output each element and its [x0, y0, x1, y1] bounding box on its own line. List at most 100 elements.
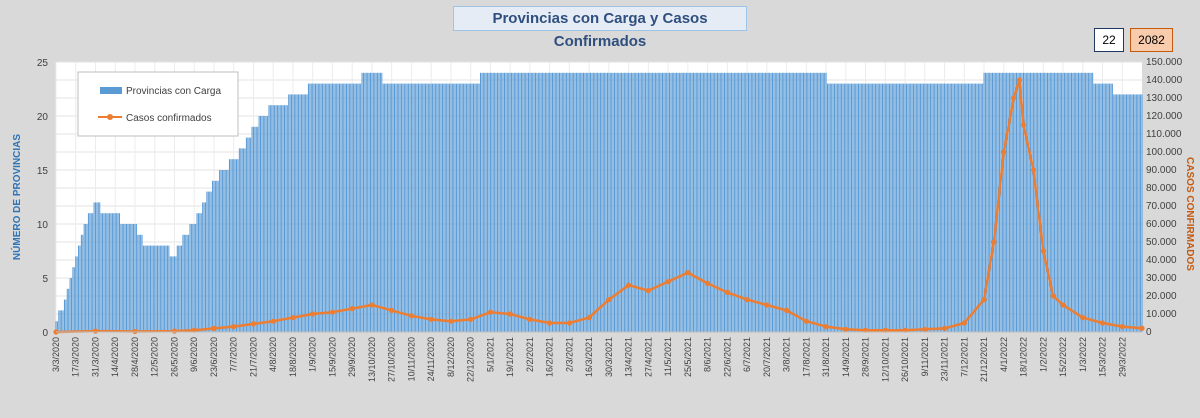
bar: [543, 72, 545, 333]
bar: [92, 213, 94, 332]
bar: [368, 72, 370, 333]
x-tick-label: 17/8/2021: [801, 337, 811, 377]
bar: [503, 72, 506, 333]
bar: [231, 159, 233, 332]
bar: [1052, 72, 1054, 333]
bar: [719, 72, 721, 333]
bar: [643, 72, 645, 333]
bar: [924, 83, 926, 332]
bar: [133, 224, 135, 332]
bar: [664, 72, 666, 333]
bar: [135, 224, 137, 332]
bar: [918, 83, 920, 332]
bar: [1080, 72, 1082, 333]
bar: [674, 72, 676, 333]
bar: [186, 234, 188, 332]
x-tick-label: 9/11/2021: [920, 337, 930, 376]
bar: [265, 116, 267, 332]
casos-point: [586, 315, 592, 321]
bar: [790, 72, 792, 333]
bar: [613, 72, 616, 333]
bar: [1092, 72, 1094, 333]
bar: [739, 72, 741, 333]
bar: [189, 224, 191, 332]
casos-point: [566, 320, 572, 326]
bar: [492, 72, 494, 333]
bar: [883, 83, 885, 332]
bar: [417, 83, 419, 332]
bar: [904, 83, 906, 332]
bar: [640, 72, 642, 333]
bar: [415, 83, 417, 332]
bar: [399, 83, 401, 332]
bar: [333, 83, 335, 332]
x-tick-label: 31/8/2021: [821, 337, 831, 377]
bar: [656, 72, 658, 333]
bar: [268, 105, 270, 332]
bar: [147, 245, 149, 332]
bar: [223, 170, 225, 332]
casos-point: [1020, 122, 1027, 128]
bar: [1075, 72, 1077, 333]
bar: [465, 83, 467, 332]
bar: [588, 72, 590, 333]
casos-point: [922, 326, 928, 332]
x-tick-label: 8/12/2020: [446, 337, 456, 377]
bar: [829, 83, 831, 332]
x-tick-label: 19/1/2021: [505, 337, 515, 377]
bar: [554, 72, 556, 333]
x-tick-label: 12/5/2020: [150, 337, 160, 377]
bar: [880, 83, 882, 332]
y2-tick-label: 90.000: [1146, 165, 1177, 176]
bar: [433, 83, 435, 332]
bar: [392, 83, 394, 332]
bar: [987, 72, 989, 333]
bar: [1072, 72, 1074, 333]
bar: [274, 105, 276, 332]
bar: [540, 72, 542, 333]
bar: [637, 72, 640, 333]
bar: [835, 83, 837, 332]
bar: [729, 72, 731, 333]
bar: [873, 83, 875, 332]
bar: [447, 83, 449, 332]
casos-point: [428, 316, 434, 322]
bar: [522, 72, 524, 333]
bar: [346, 83, 348, 332]
bar: [317, 83, 319, 332]
bar: [628, 72, 630, 333]
bar: [86, 224, 88, 332]
y2-tick-label: 0: [1146, 327, 1152, 338]
bar: [1133, 94, 1135, 333]
bar: [123, 224, 125, 332]
bar: [204, 202, 207, 332]
bar: [1007, 72, 1009, 333]
bar: [779, 72, 781, 333]
casos-point: [211, 325, 217, 331]
bar: [544, 72, 546, 333]
bar: [271, 105, 273, 332]
bar: [118, 213, 120, 332]
casos-point: [764, 302, 770, 308]
bar: [967, 83, 970, 332]
bar: [1127, 94, 1129, 333]
bar: [145, 245, 147, 332]
bar: [577, 72, 579, 333]
casos-point: [487, 309, 493, 315]
bar: [591, 72, 593, 333]
bar: [336, 83, 338, 332]
bar: [379, 72, 381, 333]
x-tick-label: 16/2/2021: [545, 337, 555, 377]
casos-point: [606, 297, 612, 303]
bar: [1003, 72, 1005, 333]
casos-point: [1001, 149, 1007, 155]
bar: [551, 72, 553, 333]
bar: [467, 83, 469, 332]
bar: [527, 72, 530, 333]
legend-label-provincias: Provincias con Carga: [126, 86, 221, 97]
bar: [312, 83, 314, 332]
axes: 0 10.000 20.000 30.000 40.000 50.000 60.000 70.…: [37, 57, 1183, 382]
bar: [1099, 83, 1101, 332]
bar: [96, 202, 98, 332]
bar: [673, 72, 675, 333]
